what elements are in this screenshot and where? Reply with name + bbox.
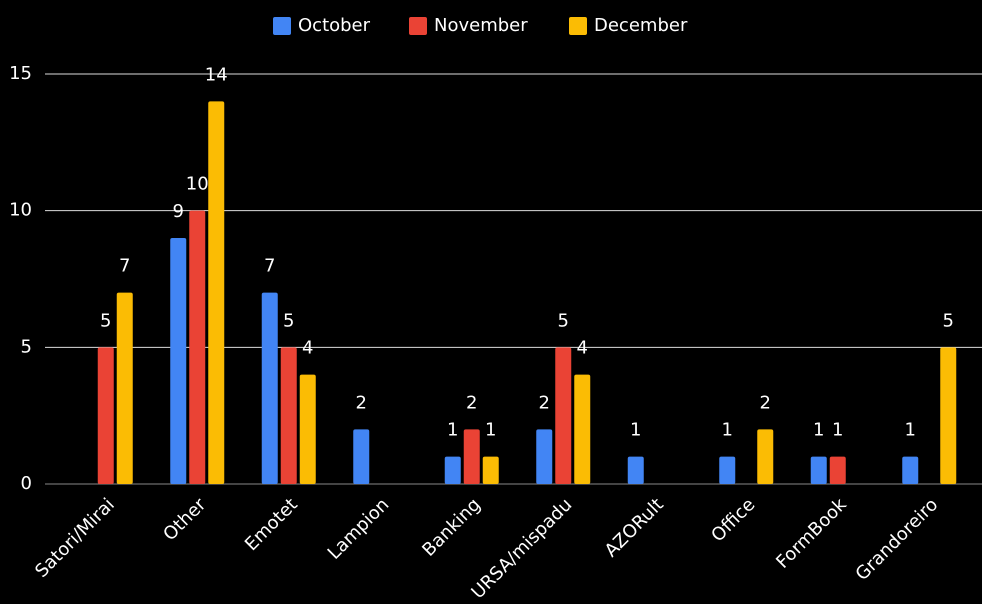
value-label: 2 [539,392,550,413]
value-label: 1 [630,420,641,441]
bar [280,347,297,484]
value-label: 1 [832,420,843,441]
bar [757,429,774,484]
x-tick-label: Grandoreiro [852,494,943,585]
x-tick-label: FormBook [772,494,851,573]
bar [189,210,206,484]
bar [463,429,480,484]
bar [299,374,316,484]
x-tick-label: Other [159,494,210,545]
x-tick-label: URSA/mispadu [467,494,576,603]
bar [536,429,553,484]
value-label: 1 [722,420,733,441]
x-tick-label: AZORult [601,494,668,561]
value-label: 4 [577,338,588,359]
bar [574,374,591,484]
bar [627,456,644,484]
legend-label: November [434,15,528,36]
value-label: 5 [558,310,569,331]
bar [444,456,461,484]
x-tick-label: Satori/Mirai [31,494,119,582]
value-label: 5 [283,310,294,331]
value-label: 5 [943,310,954,331]
legend-label: October [298,15,371,36]
y-tick-label: 15 [9,63,32,84]
y-tick-label: 5 [21,336,32,357]
value-label: 4 [302,338,313,359]
legend-label: December [594,15,688,36]
x-tick-label: Banking [418,494,485,561]
x-tick-label: Emotet [241,494,302,555]
legend-swatch [273,17,291,35]
bar [719,456,736,484]
bar [902,456,919,484]
value-label: 1 [485,420,496,441]
bar [482,456,499,484]
legend-swatch [569,17,587,35]
bar [261,292,278,484]
bar [353,429,370,484]
bar [940,347,957,484]
value-label: 1 [447,420,458,441]
value-label: 14 [205,64,228,85]
bar [170,238,187,484]
value-label: 9 [173,201,184,222]
y-tick-label: 10 [9,200,32,221]
value-label: 1 [905,420,916,441]
bar [810,456,827,484]
value-label: 10 [186,174,209,195]
legend-swatch [409,17,427,35]
bar [97,347,114,484]
x-tick-label: Lampion [324,494,394,564]
bar [829,456,846,484]
value-label: 2 [760,392,771,413]
bar [116,292,133,484]
value-label: 2 [466,392,477,413]
bar [208,101,225,484]
y-tick-label: 0 [21,473,32,494]
value-label: 7 [119,256,130,277]
value-label: 5 [100,310,111,331]
value-label: 1 [813,420,824,441]
x-tick-label: Office [707,494,759,546]
bar [555,347,572,484]
value-label: 2 [356,392,367,413]
value-label: 7 [264,256,275,277]
